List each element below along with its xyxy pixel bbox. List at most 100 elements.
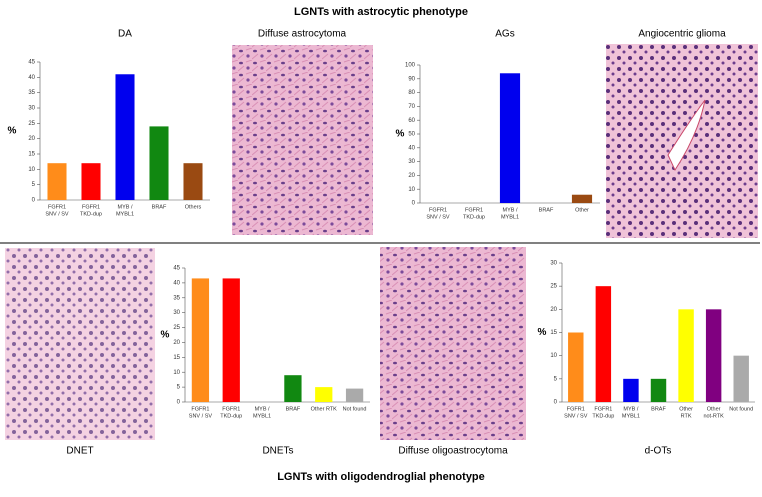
bar [650, 378, 667, 402]
bar [47, 163, 67, 200]
y-tick-label: 0 [177, 400, 181, 406]
x-tick-label: TKD-dup [463, 214, 485, 220]
x-tick-label: FGFR1 [429, 207, 447, 213]
y-tick-label: 15 [550, 330, 557, 336]
x-tick-label: FGFR1 [191, 406, 209, 412]
y-tick-label: 50 [408, 132, 415, 138]
x-tick-label: MYBL1 [501, 214, 519, 220]
x-tick-label: SNV / SV [45, 211, 69, 217]
chart-title: DA [118, 29, 132, 40]
bottom-title: LGNTs with oligodendroglial phenotype [277, 471, 485, 483]
x-tick-label: MYBL1 [116, 211, 134, 217]
chart-title: DNETs [262, 446, 293, 457]
x-tick-label: FGFR1 [82, 204, 100, 210]
x-tick-label: MYB / [118, 204, 133, 210]
x-tick-label: TKD-dup [592, 413, 614, 419]
histology-image [232, 45, 373, 235]
y-tick-label: 30 [28, 106, 35, 112]
x-tick-label: FGFR1 [465, 207, 483, 213]
x-tick-label: BRAF [152, 204, 167, 210]
x-tick-label: Others [185, 204, 202, 210]
x-tick-label: SNV / SV [189, 413, 213, 419]
x-tick-label: FGFR1 [567, 406, 585, 412]
bar [623, 378, 639, 402]
bar [149, 126, 169, 200]
x-tick-label: TKD-dup [220, 413, 242, 419]
bar [315, 387, 333, 402]
x-tick-label: MYB / [623, 406, 638, 412]
y-tick-label: 80 [408, 90, 415, 96]
y-tick-label: 35 [173, 295, 180, 301]
y-tick-label: 5 [177, 385, 181, 391]
bar [222, 278, 240, 402]
y-axis-label: % [396, 129, 405, 140]
x-tick-label: Other [679, 406, 693, 412]
bar [81, 163, 101, 200]
y-tick-label: 5 [32, 182, 36, 188]
vessel [667, 99, 706, 172]
y-tick-label: 15 [28, 152, 35, 158]
y-tick-label: 0 [32, 198, 36, 204]
y-tick-label: 25 [173, 325, 180, 331]
x-tick-label: FGFR1 [594, 406, 612, 412]
x-tick-label: FGFR1 [222, 406, 240, 412]
y-tick-label: 45 [173, 266, 180, 272]
y-tick-label: 45 [28, 60, 35, 66]
x-tick-label: MYBL1 [622, 413, 640, 419]
bar [571, 194, 593, 203]
bar [345, 388, 364, 402]
chart-title: AGs [495, 29, 514, 40]
x-tick-label: SNV / SV [564, 413, 588, 419]
y-tick-label: 30 [550, 261, 557, 267]
y-tick-label: 70 [408, 104, 415, 110]
bar [115, 74, 135, 200]
y-axis-label: % [8, 126, 17, 137]
image-label: Diffuse oligoastrocytoma [398, 446, 508, 457]
bar [284, 375, 302, 402]
y-axis-label: % [161, 330, 170, 341]
y-tick-label: 25 [28, 121, 35, 127]
y-tick-label: 10 [28, 167, 35, 173]
x-tick-label: Not found [343, 406, 367, 412]
bar [705, 309, 722, 402]
y-tick-label: 60 [408, 118, 415, 124]
x-tick-label: SNV / SV [426, 214, 450, 220]
y-tick-label: 10 [173, 370, 180, 376]
bar [595, 286, 612, 402]
x-tick-label: FGFR1 [48, 204, 66, 210]
y-tick-label: 10 [550, 353, 557, 359]
x-tick-label: RTK [681, 413, 692, 419]
y-tick-label: 35 [28, 90, 35, 96]
y-tick-label: 20 [550, 307, 557, 313]
x-tick-label: MYB / [503, 207, 518, 213]
histology-image [380, 247, 526, 440]
x-tick-label: Other RTK [311, 406, 338, 412]
y-tick-label: 20 [28, 136, 35, 142]
bar [568, 332, 584, 402]
x-tick-label: BRAF [651, 406, 666, 412]
x-tick-label: MYB / [255, 406, 270, 412]
y-tick-label: 10 [408, 187, 415, 193]
chart-title: d-OTs [645, 446, 672, 457]
bar [733, 355, 749, 402]
y-tick-label: 15 [173, 355, 180, 361]
bar [499, 73, 521, 203]
image-label: DNET [66, 446, 93, 457]
y-tick-label: 0 [412, 201, 416, 207]
y-tick-label: 90 [408, 76, 415, 82]
y-tick-label: 40 [173, 280, 180, 286]
image-label: Angiocentric glioma [638, 29, 726, 40]
y-tick-label: 0 [554, 400, 558, 406]
x-tick-label: BRAF [539, 207, 554, 213]
x-tick-label: Other [575, 207, 589, 213]
x-tick-label: Other [707, 406, 721, 412]
x-tick-label: not-RTK [703, 413, 724, 419]
x-tick-label: TKD-dup [80, 211, 102, 217]
y-tick-label: 20 [408, 173, 415, 179]
y-tick-label: 20 [173, 340, 180, 346]
y-tick-label: 30 [173, 310, 180, 316]
x-tick-label: Not found [729, 406, 753, 412]
x-tick-label: BRAF [286, 406, 301, 412]
image-label: Diffuse astrocytoma [258, 29, 347, 40]
